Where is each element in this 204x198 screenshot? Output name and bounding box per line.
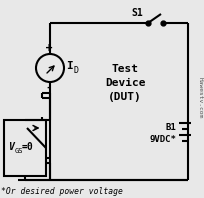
Text: S1: S1 <box>131 8 143 18</box>
Text: =0: =0 <box>22 142 34 152</box>
Text: D: D <box>73 66 78 74</box>
Text: +: + <box>45 43 53 53</box>
Text: I: I <box>66 61 73 71</box>
Text: Test
Device
(DUT): Test Device (DUT) <box>105 64 145 102</box>
Text: V: V <box>8 142 14 152</box>
Text: GS: GS <box>15 148 23 154</box>
Bar <box>4 120 46 176</box>
Text: *Or desired power voltage: *Or desired power voltage <box>1 187 123 196</box>
Text: 9VDC*: 9VDC* <box>149 134 176 144</box>
Text: B1: B1 <box>165 124 176 132</box>
Text: -: - <box>47 83 51 93</box>
Text: Hawestv.com: Hawestv.com <box>197 77 203 119</box>
